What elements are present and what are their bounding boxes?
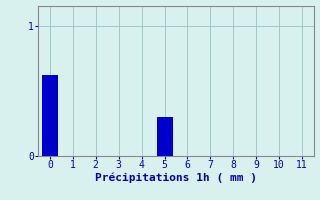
Bar [42,75,58,156]
Bar [156,117,172,156]
X-axis label: Précipitations 1h ( mm ): Précipitations 1h ( mm ) [95,173,257,183]
